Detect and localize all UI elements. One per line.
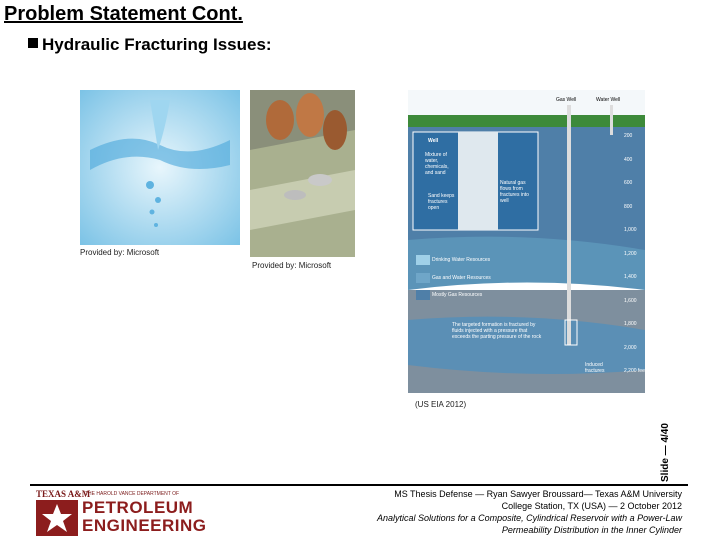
footer-line: MS Thesis Defense — Ryan Sawyer Broussar… [394, 489, 682, 499]
logo-name: ENGINEERING [82, 516, 207, 535]
logo-department: THE HAROLD VANCE DEPARTMENT OF [85, 491, 180, 497]
water-image [80, 90, 240, 245]
label: The targeted formation is fractured by f… [452, 322, 542, 340]
depth-label: 1,600 [624, 297, 637, 304]
caption: Provided by: Microsoft [80, 248, 160, 257]
depth-label: 1,800 [624, 321, 637, 327]
depth-label: 600 [624, 180, 633, 186]
logo-university: TEXAS A&M [36, 489, 91, 499]
label: Drinking Water Resources [432, 257, 491, 263]
depth-label: 2,200 feet [624, 368, 647, 374]
logo-name: PETROLEUM [82, 498, 194, 517]
fracking-diagram [408, 90, 645, 393]
label: Natural gas flows from fractures into we… [500, 180, 529, 204]
logo-mark [36, 500, 78, 536]
footer-line: College Station, TX (USA) — 2 October 20… [501, 501, 682, 511]
bullet-marker [28, 38, 38, 48]
title: Problem Statement Cont. [4, 3, 243, 25]
bullet-text: Hydraulic Fracturing Issues: [42, 35, 272, 54]
depth-label: 1,400 [624, 274, 637, 280]
depth-label: 1,200 [624, 250, 637, 257]
money-image [250, 90, 355, 257]
label: Well [428, 138, 439, 144]
caption: Provided by: Microsoft [252, 261, 332, 270]
label: Sand keeps fractures open [428, 193, 455, 211]
slide-number: Slide — 4/40 [660, 423, 671, 482]
footer-rule [30, 484, 688, 486]
label: Mostly Gas Resources [432, 292, 483, 298]
label: Gas and Water Resources [432, 275, 491, 281]
depth-label: 1,000 [624, 227, 637, 233]
depth-label: 800 [624, 203, 633, 210]
label: Mixture of water, chemicals, and sand [425, 152, 449, 176]
label: Water Well [596, 97, 621, 103]
depth-label: 200 [624, 133, 633, 139]
depth-label: 400 [624, 156, 633, 163]
depth-label: 2,000 [624, 344, 637, 351]
caption: (US EIA 2012) [415, 400, 467, 409]
footer-line: Permeability Distribution in the Inner C… [501, 525, 682, 535]
label: Induced fractures [585, 362, 605, 374]
label: Gas Well [556, 97, 577, 103]
footer-line: Analytical Solutions for a Composite, Cy… [377, 513, 682, 523]
